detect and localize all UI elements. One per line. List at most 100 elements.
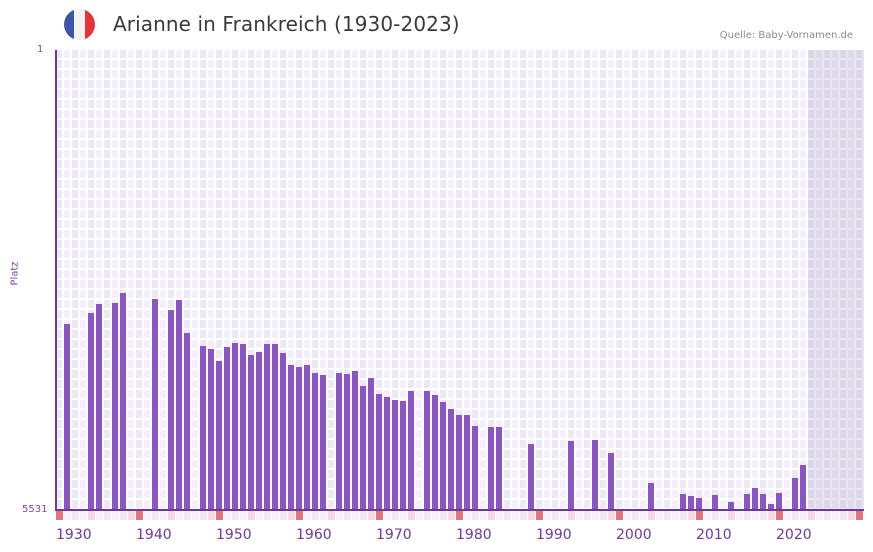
bar-1949[interactable] bbox=[208, 348, 214, 510]
bar-2009[interactable] bbox=[688, 495, 694, 510]
year-marker-2000 bbox=[616, 511, 623, 520]
year-marker-1930 bbox=[56, 511, 63, 520]
bar-2016[interactable] bbox=[744, 493, 750, 510]
bar-1934[interactable] bbox=[88, 313, 94, 510]
bar-2020[interactable] bbox=[776, 492, 782, 510]
bar-1982[interactable] bbox=[472, 425, 478, 510]
bar-2008[interactable] bbox=[680, 493, 686, 510]
year-marker-2016 bbox=[744, 511, 751, 520]
year-marker-2030 bbox=[856, 511, 863, 520]
year-marker-1937 bbox=[112, 511, 119, 520]
x-tick-2010: 2010 bbox=[696, 527, 732, 543]
bar-1976[interactable] bbox=[424, 390, 430, 510]
year-marker-1963 bbox=[320, 511, 327, 520]
bar-2012[interactable] bbox=[712, 494, 718, 510]
bar-1959[interactable] bbox=[288, 364, 294, 510]
year-marker-1996 bbox=[584, 511, 591, 520]
bar-1985[interactable] bbox=[496, 426, 502, 510]
year-marker-2003 bbox=[640, 511, 647, 520]
bar-1973[interactable] bbox=[400, 400, 406, 510]
bar-1951[interactable] bbox=[224, 346, 230, 510]
bar-1971[interactable] bbox=[384, 396, 390, 510]
y-tick-bottom: 5531 bbox=[22, 504, 48, 515]
year-marker-1950 bbox=[216, 511, 223, 520]
bar-1938[interactable] bbox=[120, 292, 126, 510]
year-marker-1949 bbox=[208, 511, 215, 520]
year-marker-2006 bbox=[664, 511, 671, 520]
bar-1984[interactable] bbox=[488, 426, 494, 510]
year-marker-1936 bbox=[104, 511, 111, 520]
year-marker-1956 bbox=[264, 511, 271, 520]
bar-2022[interactable] bbox=[792, 477, 798, 510]
bar-1997[interactable] bbox=[592, 439, 598, 510]
bar-1980[interactable] bbox=[456, 415, 462, 510]
bar-1974[interactable] bbox=[408, 390, 414, 510]
bar-1969[interactable] bbox=[368, 377, 374, 510]
bar-1958[interactable] bbox=[280, 352, 286, 510]
year-marker-1935 bbox=[96, 511, 103, 520]
bar-1999[interactable] bbox=[608, 452, 614, 510]
bar-1977[interactable] bbox=[432, 394, 438, 510]
bar-1972[interactable] bbox=[392, 399, 398, 510]
year-marker-1940 bbox=[136, 511, 143, 520]
year-marker-1960 bbox=[296, 511, 303, 520]
year-marker-2001 bbox=[624, 511, 631, 520]
year-marker-1944 bbox=[168, 511, 175, 520]
bar-1981[interactable] bbox=[464, 415, 470, 510]
x-tick-1930: 1930 bbox=[56, 527, 92, 543]
bar-1944[interactable] bbox=[168, 310, 174, 510]
year-marker-1982 bbox=[472, 511, 479, 520]
bar-1978[interactable] bbox=[440, 401, 446, 510]
x-axis-line bbox=[56, 509, 864, 511]
bar-2014[interactable] bbox=[728, 501, 734, 510]
bar-1952[interactable] bbox=[232, 342, 238, 510]
flag-stripe-white bbox=[74, 9, 85, 40]
y-axis-title: Platz bbox=[9, 261, 21, 286]
bar-2019[interactable] bbox=[768, 504, 774, 510]
bar-1967[interactable] bbox=[352, 371, 358, 510]
bar-1950[interactable] bbox=[216, 361, 222, 510]
bar-1942[interactable] bbox=[152, 298, 158, 510]
bar-1955[interactable] bbox=[256, 351, 262, 510]
bar-1957[interactable] bbox=[272, 343, 278, 510]
bar-1989[interactable] bbox=[528, 443, 534, 510]
bar-2010[interactable] bbox=[696, 497, 702, 510]
year-marker-1997 bbox=[592, 511, 599, 520]
grid bbox=[56, 50, 864, 510]
bar-1956[interactable] bbox=[264, 343, 270, 510]
year-marker-2014 bbox=[728, 511, 735, 520]
year-marker-1931 bbox=[64, 511, 71, 520]
year-marker-2008 bbox=[680, 511, 687, 520]
bar-1948[interactable] bbox=[200, 345, 206, 510]
bar-2018[interactable] bbox=[760, 493, 766, 510]
bar-1966[interactable] bbox=[344, 373, 350, 510]
bar-1935[interactable] bbox=[96, 304, 102, 510]
year-marker-1951 bbox=[224, 511, 231, 520]
bar-1961[interactable] bbox=[304, 364, 310, 510]
bar-2004[interactable] bbox=[648, 482, 654, 510]
year-marker-1953 bbox=[240, 511, 247, 520]
bar-1994[interactable] bbox=[568, 440, 574, 510]
bar-1937[interactable] bbox=[112, 303, 118, 510]
year-marker-1973 bbox=[400, 511, 407, 520]
bar-1979[interactable] bbox=[448, 408, 454, 510]
bar-1946[interactable] bbox=[184, 332, 190, 510]
year-marker-1970 bbox=[376, 511, 383, 520]
bar-1945[interactable] bbox=[176, 299, 182, 510]
bar-2023[interactable] bbox=[800, 464, 806, 510]
year-marker-2021 bbox=[784, 511, 791, 520]
bar-1970[interactable] bbox=[376, 393, 382, 510]
bar-1954[interactable] bbox=[248, 354, 254, 510]
bar-1962[interactable] bbox=[312, 372, 318, 510]
bar-1931[interactable] bbox=[64, 324, 70, 510]
bar-1960[interactable] bbox=[296, 366, 302, 510]
future-shaded-region bbox=[808, 50, 864, 510]
bar-1965[interactable] bbox=[336, 372, 342, 510]
bar-1968[interactable] bbox=[360, 385, 366, 510]
bar-2017[interactable] bbox=[752, 487, 758, 510]
bar-1953[interactable] bbox=[240, 343, 246, 510]
year-marker-1959 bbox=[288, 511, 295, 520]
year-marker-2026 bbox=[824, 511, 831, 520]
bar-1963[interactable] bbox=[320, 374, 326, 510]
plot-area bbox=[56, 50, 864, 510]
